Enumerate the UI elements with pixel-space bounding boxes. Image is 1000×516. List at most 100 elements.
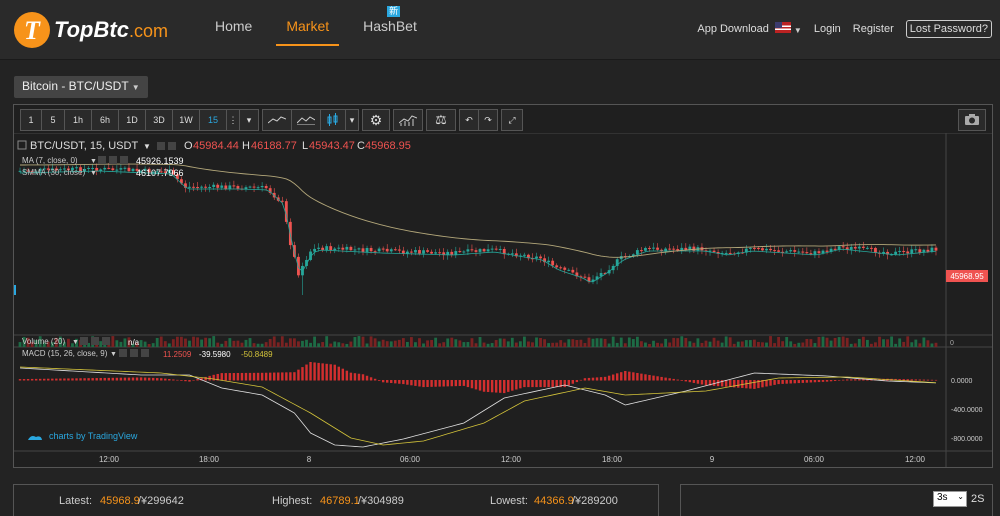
interval-1[interactable]: 1 bbox=[20, 109, 42, 131]
chevron-down-icon[interactable]: ▼ bbox=[110, 351, 117, 358]
chevron-down-icon[interactable]: ▼ bbox=[72, 339, 79, 346]
interval-15[interactable]: 15 bbox=[199, 109, 227, 131]
macd-hist-bar bbox=[398, 380, 401, 384]
macd-hist-bar bbox=[426, 380, 429, 387]
volume-bar bbox=[890, 336, 894, 347]
tradingview-attribution[interactable]: charts by TradingView bbox=[28, 431, 138, 441]
macd-hist-bar bbox=[337, 366, 340, 381]
candle-body bbox=[200, 186, 204, 188]
area-chart-icon[interactable] bbox=[291, 109, 321, 131]
macd-hist-bar bbox=[611, 374, 615, 381]
price-chart[interactable]: BTC/USDT, 15, USDT ▼ O 45984.44 H 46188.… bbox=[14, 133, 992, 467]
lost-password-button[interactable]: Lost Password? bbox=[905, 20, 992, 38]
volume-bar bbox=[769, 336, 772, 347]
candle-body bbox=[635, 250, 639, 255]
candle-body bbox=[373, 251, 377, 253]
settings-gear-icon[interactable]: ⚙ bbox=[362, 109, 390, 131]
macd-hist-bar bbox=[531, 380, 534, 388]
eye-icon[interactable] bbox=[119, 349, 127, 357]
interval-3d[interactable]: 3D bbox=[145, 109, 173, 131]
candle-body bbox=[280, 200, 284, 202]
interval-6h[interactable]: 6h bbox=[91, 109, 119, 131]
time-label: 18:00 bbox=[602, 455, 623, 464]
macd-hist-bar bbox=[196, 379, 199, 381]
chevron-down-icon[interactable]: ▼ bbox=[90, 158, 97, 165]
redo-icon[interactable]: ↷ bbox=[478, 109, 498, 131]
close-icon[interactable] bbox=[102, 337, 110, 345]
candle-body bbox=[83, 168, 86, 172]
macd-hist-bar bbox=[228, 373, 232, 381]
settings-icon[interactable] bbox=[91, 337, 99, 345]
volume-bar bbox=[454, 339, 458, 347]
app-download-link[interactable]: App Download bbox=[697, 23, 769, 35]
undo-icon[interactable]: ↶ bbox=[459, 109, 479, 131]
macd-axis-label: 0.0000 bbox=[951, 378, 973, 385]
fullscreen-icon[interactable]: ⤢ bbox=[501, 109, 523, 131]
candle-body bbox=[841, 246, 845, 248]
scroll-handle[interactable] bbox=[14, 285, 16, 295]
candle-body bbox=[910, 249, 914, 254]
macd-hist-bar bbox=[728, 380, 732, 388]
login-link[interactable]: Login bbox=[813, 23, 841, 35]
nav-home[interactable]: Home bbox=[215, 18, 253, 34]
refresh-interval-select[interactable]: 3s ⌄ bbox=[933, 491, 967, 507]
chevron-down-icon[interactable]: ▼ bbox=[90, 170, 97, 177]
settings-icon[interactable] bbox=[130, 349, 138, 357]
eye-icon[interactable] bbox=[80, 337, 88, 345]
settings-icon[interactable] bbox=[109, 156, 117, 164]
macd-hist-bar bbox=[858, 379, 861, 381]
candle-body bbox=[212, 184, 216, 188]
settings-icon[interactable] bbox=[157, 142, 165, 150]
macd-hist-bar bbox=[777, 380, 780, 385]
macd-signal-value: -50.8489 bbox=[241, 350, 273, 359]
candlestick-icon[interactable] bbox=[320, 109, 346, 131]
volume-bar bbox=[894, 343, 898, 347]
language-selector[interactable]: ▼ bbox=[774, 22, 802, 36]
nav-market[interactable]: Market bbox=[276, 0, 340, 46]
macd-hist-bar bbox=[353, 373, 357, 381]
eye-icon[interactable] bbox=[98, 156, 106, 164]
volume-bar bbox=[708, 341, 712, 347]
more-intervals-icon[interactable]: ⋮ bbox=[226, 109, 240, 131]
macd-hist-bar bbox=[309, 362, 312, 381]
interval-1d[interactable]: 1D bbox=[118, 109, 146, 131]
last-price-tag bbox=[946, 270, 988, 282]
close-icon[interactable] bbox=[120, 156, 128, 164]
candle-body bbox=[720, 252, 724, 254]
volume-bar bbox=[805, 338, 809, 347]
brand-logo[interactable]: TopBtc.com bbox=[14, 12, 168, 48]
chart-container[interactable]: 1 5 1h 6h 1D 3D 1W 15 ⋮ ▾ ▾ ⚙ ⚖ ↶ ↷ ⤢ bbox=[13, 104, 993, 468]
interval-5[interactable]: 5 bbox=[41, 109, 65, 131]
close-icon[interactable] bbox=[168, 142, 176, 150]
macd-hist-bar bbox=[906, 379, 909, 381]
macd-hist-bar bbox=[160, 378, 163, 381]
screenshot-camera-icon[interactable] bbox=[958, 109, 986, 131]
register-link[interactable]: Register bbox=[852, 23, 894, 35]
indicators-icon[interactable] bbox=[393, 109, 423, 131]
volume-bar bbox=[527, 341, 530, 347]
macd-hist-bar bbox=[595, 377, 599, 381]
candle-body bbox=[502, 248, 506, 255]
chevron-down-icon[interactable]: ▾ bbox=[345, 109, 359, 131]
candle-body bbox=[26, 170, 30, 172]
compare-scale-icon[interactable]: ⚖ bbox=[426, 109, 456, 131]
macd-hist-bar bbox=[200, 377, 203, 381]
lowest-label: Lowest: bbox=[490, 495, 528, 507]
pair-selector[interactable]: Bitcoin - BTC/USDT ▼ bbox=[14, 76, 148, 98]
candle-body bbox=[369, 247, 373, 252]
close-icon[interactable] bbox=[141, 349, 149, 357]
chevron-down-icon[interactable]: ▾ bbox=[239, 109, 259, 131]
candle-body bbox=[640, 250, 643, 252]
candle-body bbox=[833, 248, 837, 250]
chevron-down-icon[interactable]: ▼ bbox=[143, 142, 151, 151]
candle-body bbox=[486, 249, 490, 252]
interval-1h[interactable]: 1h bbox=[64, 109, 92, 131]
collapse-icon[interactable] bbox=[17, 140, 27, 150]
highest-label: Highest: bbox=[272, 495, 313, 507]
macd-hist-bar bbox=[103, 377, 106, 381]
nav-hashbet[interactable]: HashBet 新 bbox=[353, 0, 427, 60]
attribution-text: charts by TradingView bbox=[49, 431, 138, 441]
line-chart-icon[interactable] bbox=[262, 109, 292, 131]
macd-hist-bar bbox=[55, 378, 58, 381]
interval-1w[interactable]: 1W bbox=[172, 109, 200, 131]
